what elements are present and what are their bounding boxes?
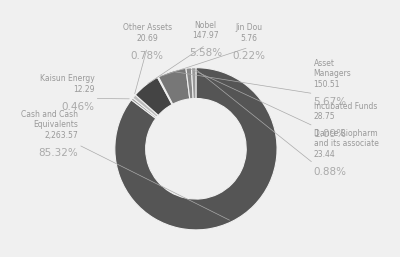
Text: Kaisun Energy
12.29: Kaisun Energy 12.29 [40, 74, 94, 94]
Wedge shape [115, 68, 277, 230]
Text: Nobel
147.97: Nobel 147.97 [192, 21, 219, 40]
Text: Asset
Managers
150.51: Asset Managers 150.51 [314, 59, 351, 89]
Wedge shape [158, 68, 190, 104]
Wedge shape [186, 68, 193, 99]
Wedge shape [133, 95, 158, 117]
Wedge shape [192, 68, 196, 99]
Text: Dance Biopharm
and its associate
23.44: Dance Biopharm and its associate 23.44 [314, 129, 378, 159]
Text: Other Assets
20.69: Other Assets 20.69 [123, 23, 172, 42]
Text: 5.58%: 5.58% [189, 48, 222, 58]
Wedge shape [131, 98, 157, 118]
Text: Jin Dou
5.76: Jin Dou 5.76 [235, 23, 262, 42]
Text: 85.32%: 85.32% [38, 148, 78, 158]
Text: 0.88%: 0.88% [314, 167, 346, 177]
Wedge shape [135, 77, 172, 115]
Text: 1.09%: 1.09% [314, 129, 346, 139]
Text: 0.22%: 0.22% [232, 51, 265, 61]
Text: Incubated Funds
28.75: Incubated Funds 28.75 [314, 102, 377, 121]
Text: 0.46%: 0.46% [62, 102, 94, 112]
Text: 5.67%: 5.67% [314, 97, 347, 107]
Text: Cash and Cash
Equivalents
2,263.57: Cash and Cash Equivalents 2,263.57 [21, 110, 78, 140]
Text: 0.78%: 0.78% [131, 51, 164, 61]
Wedge shape [158, 77, 173, 105]
